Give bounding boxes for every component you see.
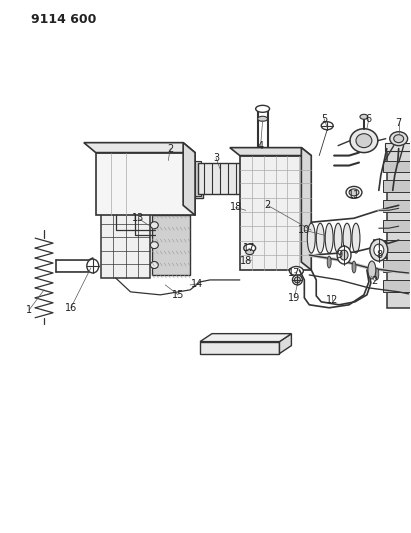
Ellipse shape [258, 116, 268, 122]
Ellipse shape [292, 275, 302, 285]
Ellipse shape [343, 223, 351, 253]
Text: 8: 8 [377, 250, 383, 260]
Bar [195, 160, 201, 196]
Polygon shape [240, 156, 311, 270]
Ellipse shape [289, 266, 303, 276]
Text: 18: 18 [240, 256, 252, 266]
Bar [383, 260, 411, 272]
Text: 5: 5 [321, 114, 327, 124]
Text: 18: 18 [230, 203, 242, 212]
Polygon shape [183, 143, 195, 215]
Text: 19: 19 [288, 293, 300, 303]
Text: 17: 17 [242, 243, 255, 253]
Text: 6: 6 [366, 114, 372, 124]
Ellipse shape [390, 132, 408, 146]
Bar [383, 181, 411, 192]
Bar [385, 143, 411, 151]
Ellipse shape [325, 223, 333, 253]
Bar [383, 160, 411, 173]
Text: 17: 17 [288, 268, 300, 278]
Ellipse shape [368, 261, 376, 279]
Ellipse shape [352, 223, 360, 253]
Ellipse shape [346, 187, 362, 198]
Ellipse shape [356, 134, 372, 148]
Text: 2: 2 [167, 143, 173, 154]
Polygon shape [96, 152, 195, 215]
Text: 15: 15 [172, 290, 185, 300]
Ellipse shape [352, 261, 356, 273]
Bar [383, 220, 411, 232]
Bar [383, 200, 411, 212]
Text: 2: 2 [372, 276, 378, 286]
Text: 4: 4 [258, 141, 264, 151]
Ellipse shape [150, 262, 158, 269]
Text: 9114 600: 9114 600 [31, 13, 97, 26]
Bar [99, 206, 152, 211]
Ellipse shape [360, 114, 368, 119]
Ellipse shape [150, 222, 158, 229]
Polygon shape [200, 334, 291, 342]
Text: 13: 13 [132, 213, 145, 223]
Bar [152, 215, 190, 275]
Ellipse shape [327, 256, 331, 268]
Ellipse shape [246, 249, 254, 255]
Ellipse shape [244, 244, 256, 252]
Bar [243, 160, 249, 196]
Ellipse shape [394, 135, 404, 143]
Text: 7: 7 [395, 118, 402, 128]
Text: 12: 12 [326, 295, 338, 305]
Polygon shape [198, 163, 246, 195]
Ellipse shape [337, 246, 351, 264]
Bar [383, 280, 411, 292]
Ellipse shape [334, 223, 342, 253]
Ellipse shape [370, 239, 388, 261]
Polygon shape [301, 148, 311, 270]
Ellipse shape [307, 223, 315, 253]
Text: 3: 3 [213, 152, 219, 163]
Text: 14: 14 [191, 279, 203, 289]
Bar [387, 149, 411, 308]
Bar [101, 211, 150, 278]
Bar [383, 240, 411, 252]
Polygon shape [279, 334, 291, 353]
Ellipse shape [340, 250, 348, 260]
Ellipse shape [150, 241, 158, 248]
Ellipse shape [316, 223, 324, 253]
Text: 10: 10 [298, 225, 310, 235]
Text: 11: 11 [348, 190, 360, 200]
Polygon shape [230, 148, 311, 156]
Polygon shape [84, 143, 195, 152]
Ellipse shape [321, 122, 333, 130]
Ellipse shape [375, 268, 379, 280]
Ellipse shape [294, 277, 300, 283]
Text: 1: 1 [26, 305, 32, 315]
Ellipse shape [374, 244, 384, 256]
Ellipse shape [87, 259, 99, 273]
Ellipse shape [256, 106, 270, 112]
Text: 2: 2 [264, 200, 271, 211]
Text: 9: 9 [336, 250, 342, 260]
Polygon shape [200, 342, 279, 353]
Ellipse shape [350, 129, 378, 152]
Text: 16: 16 [65, 303, 77, 313]
Bar [195, 171, 203, 198]
Ellipse shape [349, 189, 359, 196]
